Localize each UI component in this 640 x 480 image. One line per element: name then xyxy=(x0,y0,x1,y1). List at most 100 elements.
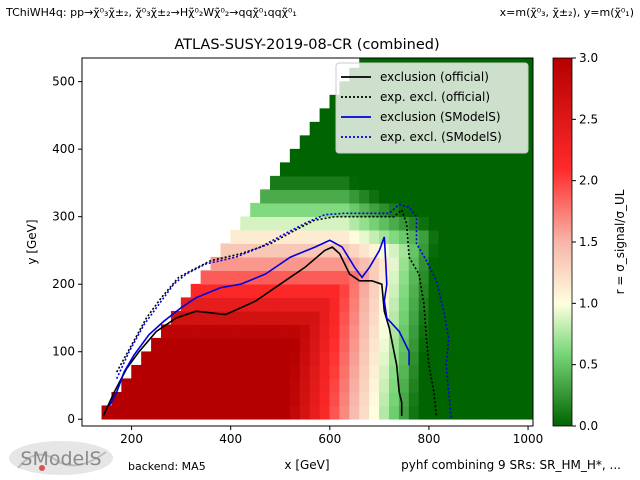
heatmap-cell xyxy=(349,162,360,177)
heatmap-cell xyxy=(369,216,380,231)
heatmap-cell xyxy=(270,216,281,231)
heatmap-cell xyxy=(468,324,479,339)
heatmap-cell xyxy=(279,337,291,353)
heatmap-cell xyxy=(428,351,440,366)
heatmap-cell xyxy=(359,297,370,312)
colorbar-tick-label: 0.0 xyxy=(579,419,598,433)
heatmap-cell xyxy=(299,175,311,190)
heatmap-cell xyxy=(359,310,370,326)
heatmap-cell xyxy=(428,270,440,285)
x-tick-label: 400 xyxy=(219,432,242,446)
heatmap-cell xyxy=(349,283,360,299)
heatmap-cell xyxy=(458,175,469,190)
heatmap-cell xyxy=(398,310,410,326)
heatmap-cell xyxy=(299,189,311,204)
heatmap-cell xyxy=(527,351,533,366)
heatmap-cell xyxy=(468,378,479,393)
heatmap-cell xyxy=(498,229,509,244)
heatmap-cell xyxy=(180,337,192,353)
heatmap-cell xyxy=(517,162,529,177)
heatmap-cell xyxy=(507,270,519,285)
heatmap-cell xyxy=(517,405,529,420)
heatmap-cell xyxy=(517,148,529,163)
heatmap-cell xyxy=(319,297,331,312)
heatmap-cell xyxy=(468,162,479,177)
heatmap-cell xyxy=(279,364,291,380)
curve-expected-smodels xyxy=(115,203,452,420)
heatmap-cell xyxy=(250,297,261,312)
heatmap-cell xyxy=(398,378,410,393)
heatmap-cell xyxy=(270,378,281,393)
heatmap-cell xyxy=(270,175,281,190)
heatmap-cell xyxy=(210,351,222,366)
heatmap-cell xyxy=(428,175,440,190)
heatmap-cell xyxy=(329,148,341,163)
heatmap-cell xyxy=(448,351,459,366)
heatmap-cell xyxy=(270,189,281,204)
heatmap-cell xyxy=(180,405,192,420)
colorbar-tick-label: 3.0 xyxy=(579,51,598,65)
legend-label: exp. excl. (SModelS) xyxy=(380,130,502,144)
heatmap-cell xyxy=(289,351,301,366)
heatmap-cell xyxy=(418,391,430,407)
heatmap-cell xyxy=(408,175,420,190)
heatmap-cell xyxy=(478,310,489,326)
heatmap-cell xyxy=(260,391,271,407)
heatmap-cell xyxy=(428,216,440,231)
heatmap-cell xyxy=(438,189,450,204)
legend-label: exclusion (SModelS) xyxy=(380,110,501,124)
heatmap-cell xyxy=(270,391,281,407)
heatmap-cell xyxy=(180,391,192,407)
heatmap-cell xyxy=(329,256,341,271)
heatmap-cell xyxy=(359,229,370,244)
heatmap-cell xyxy=(240,297,251,312)
heatmap-cell xyxy=(289,297,301,312)
heatmap-cell xyxy=(488,391,499,407)
heatmap-cell xyxy=(319,189,331,204)
heatmap-cell xyxy=(279,310,291,326)
heatmap-cell xyxy=(527,162,533,177)
heatmap-cell xyxy=(329,283,341,299)
heatmap-cell xyxy=(180,364,192,380)
heatmap-cell xyxy=(507,297,519,312)
heatmap-cell xyxy=(478,324,489,339)
heatmap-cell xyxy=(408,270,420,285)
heatmap-cell xyxy=(527,148,533,163)
heatmap-cell xyxy=(339,175,350,190)
heatmap-cell xyxy=(121,391,132,407)
heatmap-cell xyxy=(468,405,479,420)
heatmap-cell xyxy=(507,162,519,177)
heatmap-cell xyxy=(230,391,241,407)
svg-text:SModelS: SModelS xyxy=(20,448,101,470)
heatmap-cell xyxy=(468,175,479,190)
heatmap-cell xyxy=(438,337,450,353)
heatmap-cell xyxy=(260,310,271,326)
heatmap-cell xyxy=(448,202,459,217)
heatmap-cell xyxy=(289,175,301,190)
heatmap-cell xyxy=(339,229,350,244)
heatmap-cell xyxy=(478,391,489,407)
heatmap-cell xyxy=(160,324,172,339)
heatmap-cell xyxy=(507,148,519,163)
heatmap-cell xyxy=(498,283,509,299)
heatmap-cell xyxy=(200,351,212,366)
heatmap-cell xyxy=(319,378,331,393)
heatmap-cell xyxy=(299,391,311,407)
heatmap-cell xyxy=(220,297,231,312)
curve-exclusion-official xyxy=(102,246,403,417)
heatmap-cell xyxy=(438,162,450,177)
heatmap-cell xyxy=(438,391,450,407)
heatmap-cell xyxy=(507,310,519,326)
heatmap-cell xyxy=(488,256,499,271)
heatmap-cell xyxy=(329,216,341,231)
heatmap-cell xyxy=(170,378,182,393)
heatmap-cell xyxy=(349,310,360,326)
heatmap-cell xyxy=(428,148,440,163)
heatmap-cell xyxy=(309,391,321,407)
heatmap-cell xyxy=(359,189,370,204)
heatmap-cell xyxy=(270,202,281,217)
heatmap-cell xyxy=(260,283,271,299)
heatmap-cell xyxy=(438,175,450,190)
heatmap-cell xyxy=(428,364,440,380)
heatmap-cell xyxy=(359,378,370,393)
